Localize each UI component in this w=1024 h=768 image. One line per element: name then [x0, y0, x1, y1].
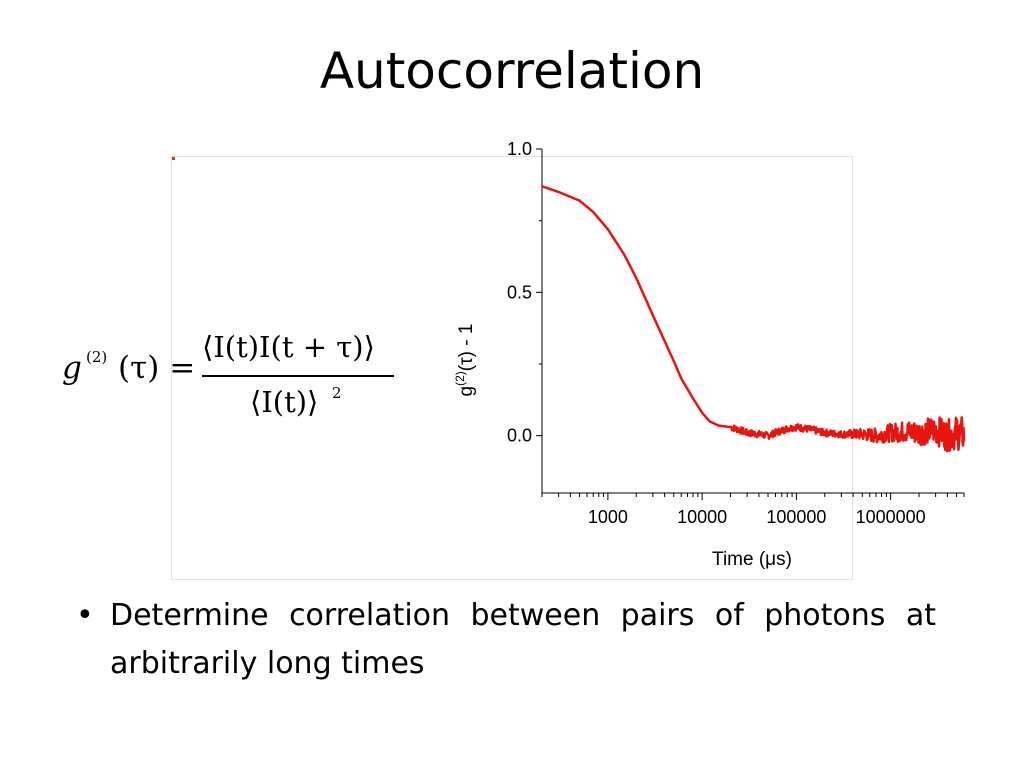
formula-superscript: (2) [86, 348, 108, 366]
y-axis-label-sup: (2) [453, 371, 467, 386]
x-tick-label: 1000000 [856, 507, 926, 527]
y-axis-label: g(2)(τ) - 1 [453, 324, 477, 397]
y-tick-label: 1.0 [507, 139, 532, 159]
formula-lhs-g: g [62, 350, 82, 386]
bullet-dot: • [76, 598, 94, 633]
bullet-text: Determine correlation between pairs of p… [110, 598, 936, 681]
y-axis-label-arg: (τ) - 1 [456, 324, 477, 372]
autocorrelation-chart: 0.0 0.5 1.0 1000 10000 100000 1000000 Time (μs… [453, 139, 966, 570]
x-axis-label: Time (μs) [712, 549, 792, 570]
x-tick-label: 1000 [588, 507, 628, 527]
formula-numerator: ⟨I(t)I(t + τ)⟩ [202, 330, 375, 364]
y-tick-label: 0.0 [507, 426, 532, 446]
formula-lhs-argument: (τ) = [118, 350, 196, 386]
frame-corner-mark [172, 157, 175, 160]
autocorrelation-formula: g (2) (τ) = ⟨I(t)I(t + τ)⟩ ⟨I(t)⟩ 2 [62, 322, 412, 442]
x-tick-label: 100000 [766, 507, 826, 527]
y-axis-label-base: g [456, 386, 477, 397]
formula-denominator-power: 2 [332, 384, 342, 402]
slide-title: Autocorrelation [319, 42, 705, 100]
x-tick-label: 10000 [677, 507, 727, 527]
chart-ticks: 0.0 0.5 1.0 1000 10000 100000 1000000 [507, 139, 965, 527]
formula-fraction-bar [202, 375, 394, 377]
formula-denominator: ⟨I(t)⟩ [250, 385, 319, 419]
y-tick-label: 0.5 [507, 282, 532, 302]
series-line [541, 185, 966, 453]
image-frame [171, 156, 853, 580]
bullet-item: • Determine correlation between pairs of… [76, 592, 936, 688]
